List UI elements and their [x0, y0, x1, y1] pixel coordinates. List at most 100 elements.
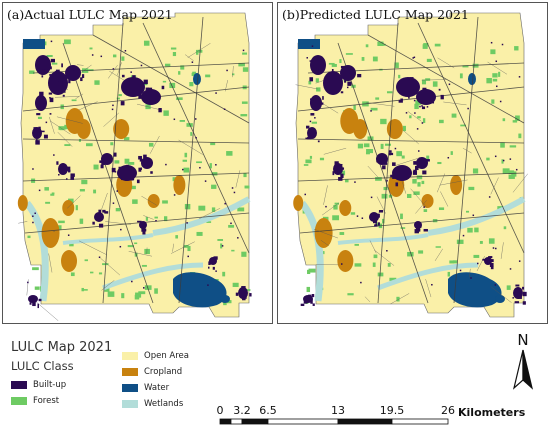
forest-patch [190, 132, 193, 136]
built-up-patch [409, 77, 414, 80]
built-up-patch [66, 166, 71, 171]
built-up-patch [194, 118, 197, 120]
built-up-patch [140, 64, 143, 67]
forest-patch [121, 293, 125, 299]
road-line [367, 165, 379, 178]
built-up-patch [306, 57, 308, 59]
built-up-patch [431, 283, 433, 286]
road-line [453, 16, 479, 304]
built-up-patch [44, 69, 48, 72]
built-up-patch [102, 209, 106, 213]
road-line [425, 279, 432, 298]
built-up-patch [158, 107, 162, 113]
forest-patch [71, 99, 77, 102]
built-up-patch [207, 284, 209, 286]
built-up-patch [126, 164, 129, 168]
legend-item-built-up: Built-up [11, 380, 66, 390]
forest-patch [64, 39, 71, 45]
forest-patch [492, 73, 498, 78]
forest-patch [384, 143, 391, 146]
forest-patch [37, 116, 42, 119]
built-up-patch [235, 292, 239, 296]
forest-patch [373, 254, 378, 259]
built-up-patch [126, 79, 128, 82]
forest-patch [332, 215, 340, 221]
road-line [52, 230, 56, 232]
road-line [76, 64, 84, 66]
built-up-patch [142, 230, 146, 235]
forest-patch [121, 56, 125, 61]
forest-patch [372, 56, 378, 62]
built-up-patch [415, 223, 420, 227]
forest-patch [468, 186, 475, 191]
cropland-patch [421, 194, 434, 208]
built-up-patch [309, 135, 313, 139]
built-up-patch [314, 117, 316, 119]
forest-patch [416, 175, 423, 180]
road-line [136, 103, 163, 111]
forest-patch [242, 52, 248, 55]
road-line [49, 116, 55, 134]
forest-patch [354, 263, 362, 267]
forest-patch [363, 143, 370, 148]
built-up-patch [320, 102, 324, 105]
cropland-patch [62, 200, 75, 216]
built-up-patch [147, 87, 153, 90]
road-line [323, 147, 347, 155]
legend-label: Open Area [144, 351, 189, 361]
built-up-patch [414, 165, 419, 171]
built-up-patch [344, 80, 347, 83]
built-up-patch [132, 75, 136, 79]
cropland-swatch [122, 368, 138, 376]
built-up-patch [136, 80, 139, 83]
map-panel-actual: (a)Actual LULC Map 2021 [2, 2, 273, 324]
road-line [100, 257, 121, 276]
scale-bar: 0 3.2 6.5 13 19.5 26 Kilometers [212, 404, 548, 430]
forest-patch [141, 264, 147, 267]
built-up-patch [438, 88, 441, 91]
legend-label: Built-up [33, 380, 67, 390]
cropland-patch [353, 119, 368, 139]
forest-patch [29, 70, 35, 74]
built-up-patch [472, 214, 475, 217]
scale-tick-label: 13 [331, 404, 345, 417]
built-up-patch [39, 133, 42, 135]
forest-patch [45, 201, 51, 204]
legend-title: LULC Map 2021 [11, 340, 113, 355]
road-line [407, 111, 422, 122]
built-up-patch [111, 108, 114, 111]
scale-units: Kilometers [458, 406, 526, 419]
built-up-patch [33, 127, 37, 129]
forest-patch [422, 118, 426, 123]
built-up-patch [143, 154, 147, 159]
built-up-patch [515, 284, 520, 287]
built-up-patch [325, 205, 327, 208]
built-up-patch [213, 256, 218, 260]
built-up-patch [400, 98, 404, 101]
built-up-patch [518, 260, 521, 262]
forest-patch [333, 204, 338, 210]
forest-patch [472, 168, 479, 174]
cropland-patch [339, 200, 352, 216]
built-up-cluster [416, 157, 428, 169]
scale-bar-graphic [219, 418, 449, 425]
forest-patch [422, 44, 428, 49]
built-up-patch [138, 167, 142, 172]
forest-patch [361, 57, 365, 61]
built-up-patch [375, 223, 377, 225]
cropland-patch [293, 195, 304, 211]
forest-patch [243, 173, 247, 178]
forest-patch [238, 62, 245, 67]
forest-patch [339, 170, 346, 176]
built-up-patch [32, 301, 36, 307]
built-up-patch [398, 99, 403, 103]
built-up-patch [38, 298, 42, 302]
built-up-patch [39, 91, 44, 96]
forest-patch [415, 100, 422, 105]
forest-patch [365, 152, 370, 155]
forest-patch [303, 164, 309, 166]
built-up-patch [104, 211, 109, 214]
built-up-patch [80, 77, 83, 82]
wetlands-swatch [122, 400, 138, 408]
road-line [141, 195, 158, 206]
